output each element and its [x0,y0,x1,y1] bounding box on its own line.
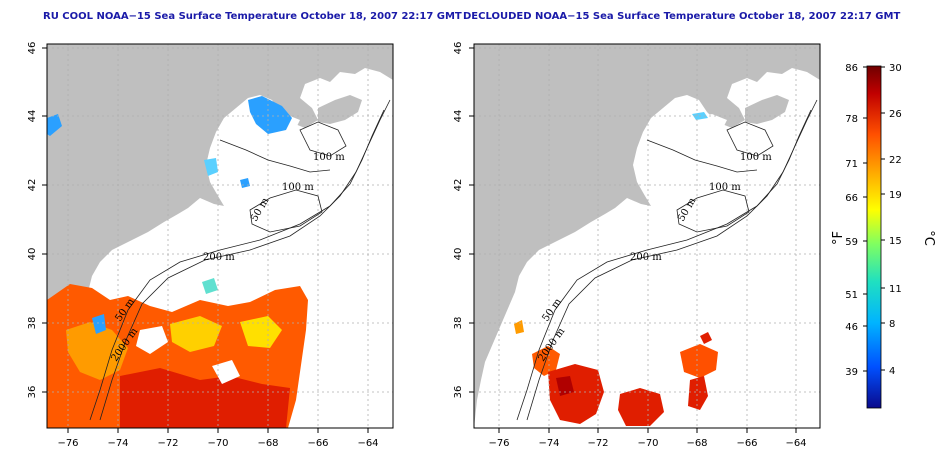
right-map-bathymetry-contours [516,99,818,421]
left-x-tick-68: −68 [257,438,278,449]
right-x-tick-68: −68 [686,438,707,449]
left-x-tick-66: −66 [307,438,328,449]
right-x-tick-76: −76 [488,438,509,449]
colorbar-fahrenheit-label: °F [831,231,846,245]
left-map: 100 m 100 m 50 m 200 m 50 m 2000 m −76 −… [27,42,394,449]
colorbar-celsius-label: °C [921,230,936,246]
right-contour-label-200m: 200 m [630,252,662,263]
left-map-land [47,44,393,428]
colorbar: 86 78 71 66 59 51 46 39 30 26 22 19 15 1… [831,63,936,409]
left-x-tick-70: −70 [207,438,228,449]
right-map-title: DECLOUDED NOAA−15 Sea Surface Temperatur… [463,11,901,22]
left-map-bathymetry-contours [89,99,391,421]
left-x-tick-72: −72 [157,438,178,449]
left-y-tick-40: 40 [27,248,38,261]
right-map-nova-scotia [745,95,789,124]
colorbar-c-tick-19: 19 [889,190,902,201]
left-y-tick-42: 42 [27,179,38,192]
colorbar-f-tick-78: 78 [845,114,858,125]
left-map-grid [47,44,393,428]
colorbar-f-tick-71: 71 [845,159,858,170]
left-x-tick-76: −76 [57,438,78,449]
right-y-tick-42: 42 [453,179,464,192]
left-map-nova-scotia [318,95,362,124]
left-y-tick-36: 36 [27,386,38,399]
left-x-tick-64: −64 [357,438,378,449]
colorbar-c-tick-26: 26 [889,109,902,120]
right-y-tick-44: 44 [453,110,464,123]
colorbar-f-tick-86: 86 [845,63,858,74]
colorbar-f-tick-51: 51 [845,290,858,301]
colorbar-c-tick-11: 11 [889,284,902,295]
right-contour-label-100m-b: 100 m [709,182,741,193]
left-x-tick-74: −74 [107,438,128,449]
right-x-tick-70: −70 [637,438,658,449]
right-x-tick-72: −72 [587,438,608,449]
left-map-y-axis: 46 44 42 40 38 36 [27,42,47,399]
left-y-tick-38: 38 [27,317,38,330]
left-map-x-axis: −76 −74 −72 −70 −68 −66 −64 [57,428,379,449]
left-contour-label-100m-b: 100 m [282,182,314,193]
colorbar-c-tick-15: 15 [889,236,902,247]
colorbar-f-tick-59: 59 [845,237,858,248]
left-map-title: RU COOL NOAA−15 Sea Surface Temperature … [43,11,462,22]
right-y-tick-46: 46 [453,42,464,55]
right-x-tick-64: −64 [785,438,806,449]
right-x-tick-74: −74 [538,438,559,449]
right-x-tick-66: −66 [736,438,757,449]
colorbar-c-tick-8: 8 [889,319,895,330]
right-y-tick-36: 36 [453,386,464,399]
colorbar-scale [866,65,882,409]
colorbar-f-tick-66: 66 [845,193,858,204]
right-y-tick-38: 38 [453,317,464,330]
left-map-frame [46,43,394,429]
right-y-tick-40: 40 [453,248,464,261]
left-contour-label-200m: 200 m [203,252,235,263]
left-y-tick-44: 44 [27,110,38,123]
right-map-x-axis: −76 −74 −72 −70 −68 −66 −64 [488,428,807,449]
right-contour-label-100m-a: 100 m [740,152,772,163]
right-map: 100 m 100 m 50 m 200 m 50 m 2000 m −76 −… [453,42,821,449]
colorbar-f-tick-39: 39 [845,367,858,378]
left-y-tick-46: 46 [27,42,38,55]
right-map-frame [473,43,821,429]
left-contour-label-100m-a: 100 m [313,152,345,163]
colorbar-c-tick-22: 22 [889,155,902,166]
colorbar-c-tick-4: 4 [889,366,895,377]
right-map-land [474,44,820,428]
right-map-y-axis: 46 44 42 40 38 36 [453,42,474,399]
right-map-sst-data [514,112,718,426]
colorbar-c-tick-30: 30 [889,63,902,74]
colorbar-f-tick-46: 46 [845,322,858,333]
